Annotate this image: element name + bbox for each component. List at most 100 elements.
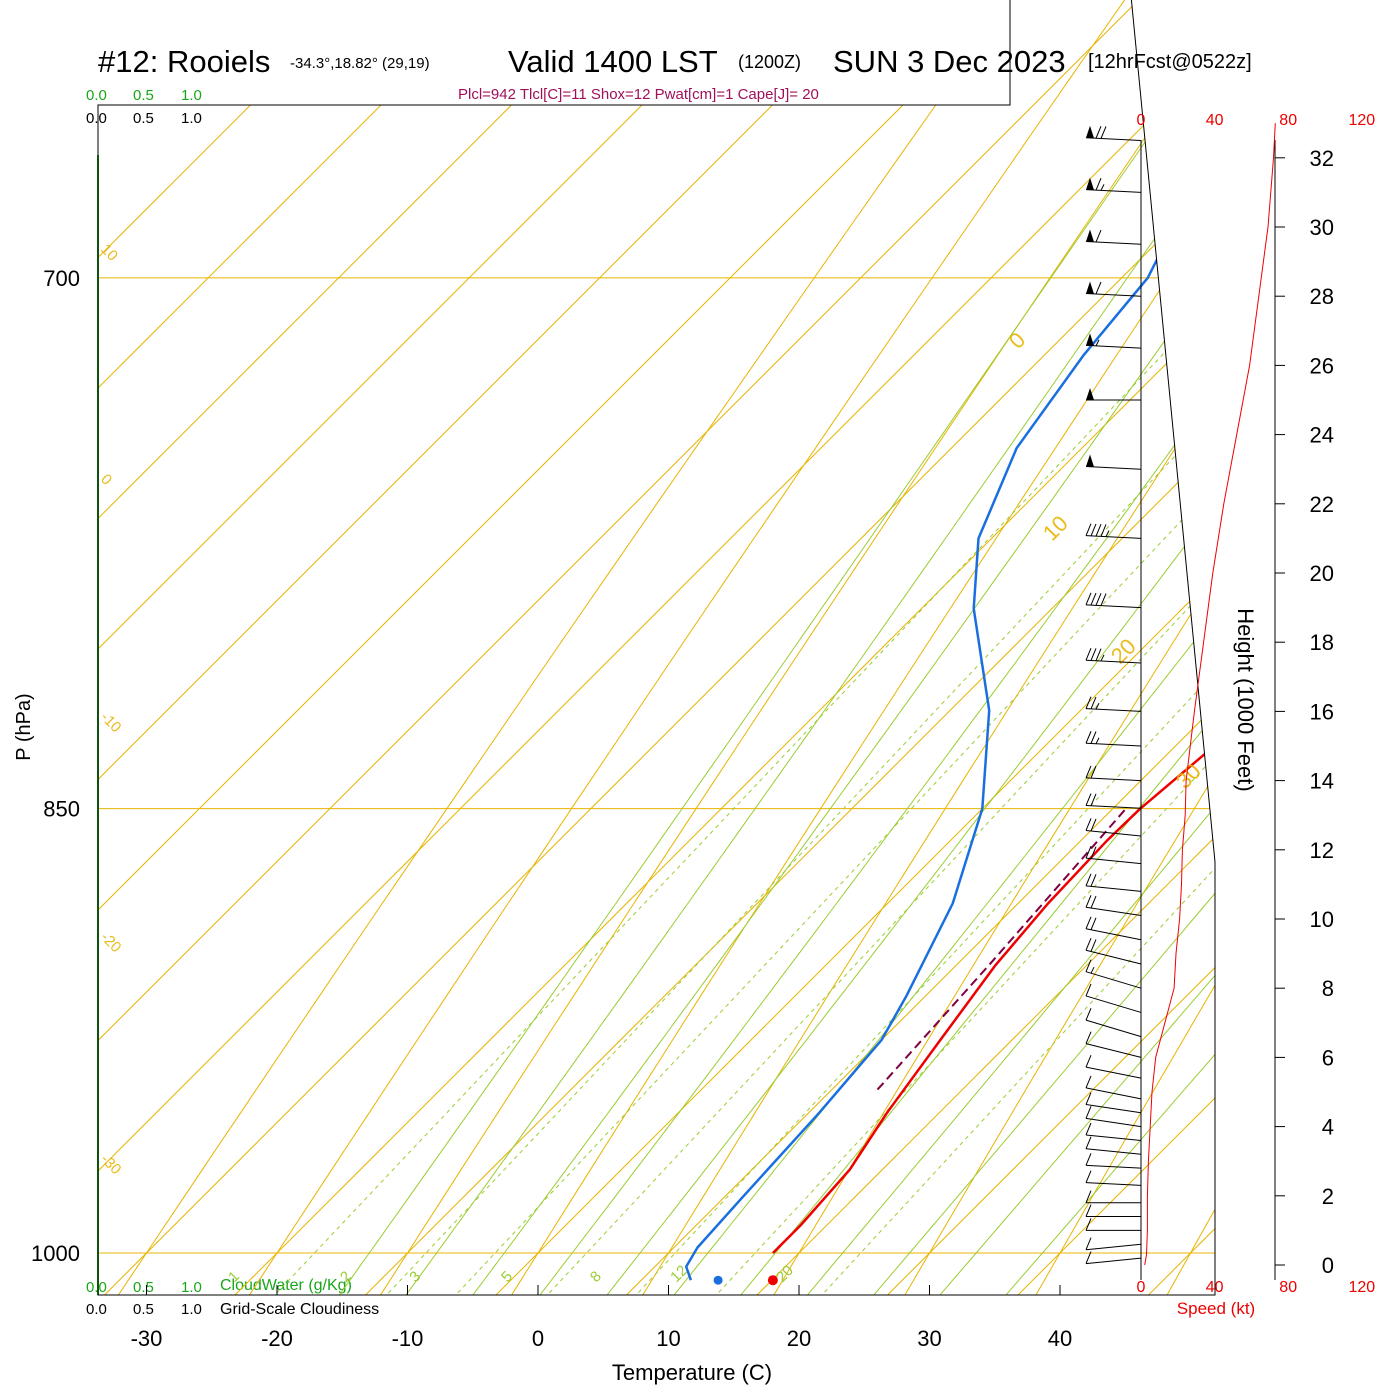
moist-adiabat [730,0,1215,1295]
barb-halfflag [1100,654,1105,662]
barb-staff [1085,1257,1142,1265]
barb-flag [1085,648,1092,661]
barb-staff [1085,189,1142,193]
barb-flag [1100,126,1107,139]
isotherm-line [1187,0,1215,1295]
wind-barb [1085,523,1142,539]
speed-tick-label: 0 [1137,1279,1146,1296]
cloudwater-tick: 0.5 [133,1279,154,1296]
mixing-ratio-label: 5 [498,1268,516,1286]
barb-flag [1095,229,1102,243]
height-tick-label: 22 [1310,492,1334,517]
barb-flag [1095,523,1102,537]
mixing-ratio-line [188,0,1215,1295]
dewpoint-profile [684,0,1215,1281]
barb-halfflag [1105,530,1110,537]
wind-barb [1085,1054,1142,1079]
x-tick-label: 30 [917,1326,941,1351]
x-tick-label: -10 [392,1326,424,1351]
cloudiness-tick: 0.5 [133,1301,154,1318]
barb-halfflag [1100,184,1105,191]
wind-barb [1086,388,1141,401]
wind-speed-profile [1144,123,1276,1266]
wind-barb [1085,1007,1142,1038]
barb-pennant [1086,454,1094,467]
barb-staff [1085,344,1142,349]
barb-flag [1085,1054,1092,1068]
barb-flag [1090,874,1097,887]
barb-staff [1085,465,1142,470]
wind-barb [1085,592,1142,609]
barb-flag [1090,765,1097,779]
cloud-scale-bottom: 0.0 0.5 1.0 CloudWater (g/Kg) 0.0 0.5 1.… [86,1277,379,1318]
mixing-ratio-line [551,0,1215,1295]
barb-staff [1085,1182,1142,1186]
wind-barb [1085,1031,1142,1058]
barb-flag [1085,1007,1092,1021]
cloudwater-tick: 1.0 [181,1279,202,1296]
barb-staff [1085,241,1142,245]
wind-barb [1085,1190,1141,1204]
wind-barb [1085,895,1142,917]
wind-barb [1085,793,1142,809]
barb-flag [1085,1204,1092,1217]
wind-barb [1085,229,1142,245]
barb-flag [1085,1106,1092,1119]
x-tick-label: -20 [261,1326,293,1351]
temperature-profile [772,0,1215,1254]
cloudwater-tick: 0.0 [86,1279,107,1296]
barb-flag [1085,845,1092,859]
barb-flag [1085,731,1092,744]
wind-barb [1085,1136,1142,1155]
moist-adiabat [665,0,1215,1295]
isotherm-line [404,0,1215,1295]
barb-staff [1085,857,1142,865]
wind-barb [1085,731,1142,747]
cloudiness-tick: 1.0 [181,1301,202,1318]
height-tick-label: 10 [1310,907,1334,932]
barb-flag [1085,1136,1092,1149]
barb-staff [1085,659,1142,664]
height-tick-label: 20 [1310,561,1334,586]
barb-staff [1085,1134,1142,1141]
barb-staff [1085,777,1142,782]
wind-barb [1085,1170,1142,1186]
height-tick-label: 28 [1310,284,1334,309]
isotherm-line [98,0,1215,1295]
moist-adiabat [795,0,1215,1295]
indices-line: Plcl=942 Tlcl[C]=11 Shox=12 Pwat[cm]=1 C… [458,86,819,103]
barb-flag [1085,1170,1092,1183]
wind-barb [1085,1251,1142,1265]
wind-barb [1085,1106,1142,1128]
height-tick-label: 18 [1310,630,1334,655]
barb-flag [1085,983,1092,997]
height-tick-label: 14 [1310,769,1334,794]
cloudiness-label: Grid-Scale Cloudiness [220,1301,379,1318]
barb-flag [1090,818,1097,832]
barb-flag [1085,1190,1092,1203]
title-valid: Valid 1400 LST [508,44,718,79]
wind-barb [1085,177,1142,193]
barb-staff [1085,995,1142,1013]
height-tick-label: 6 [1322,1045,1334,1070]
isotherm-label: -10 [97,709,124,736]
barb-staff [1085,906,1142,917]
x-tick-label: 40 [1048,1326,1072,1351]
moist-adiabat [600,0,1215,1295]
speed-axis-title: Speed (kt) [1177,1299,1255,1318]
barb-staff [1085,137,1142,141]
dry-adiabat [1249,0,1400,1386]
wind-barb [1085,916,1142,941]
barb-flag [1095,648,1102,661]
wind-barb [1085,818,1142,837]
isotherm-line [926,0,1215,1295]
barb-staff [1085,1148,1142,1155]
speed-tick-label: 40 [1206,1279,1224,1296]
wind-barb [1085,959,1142,989]
